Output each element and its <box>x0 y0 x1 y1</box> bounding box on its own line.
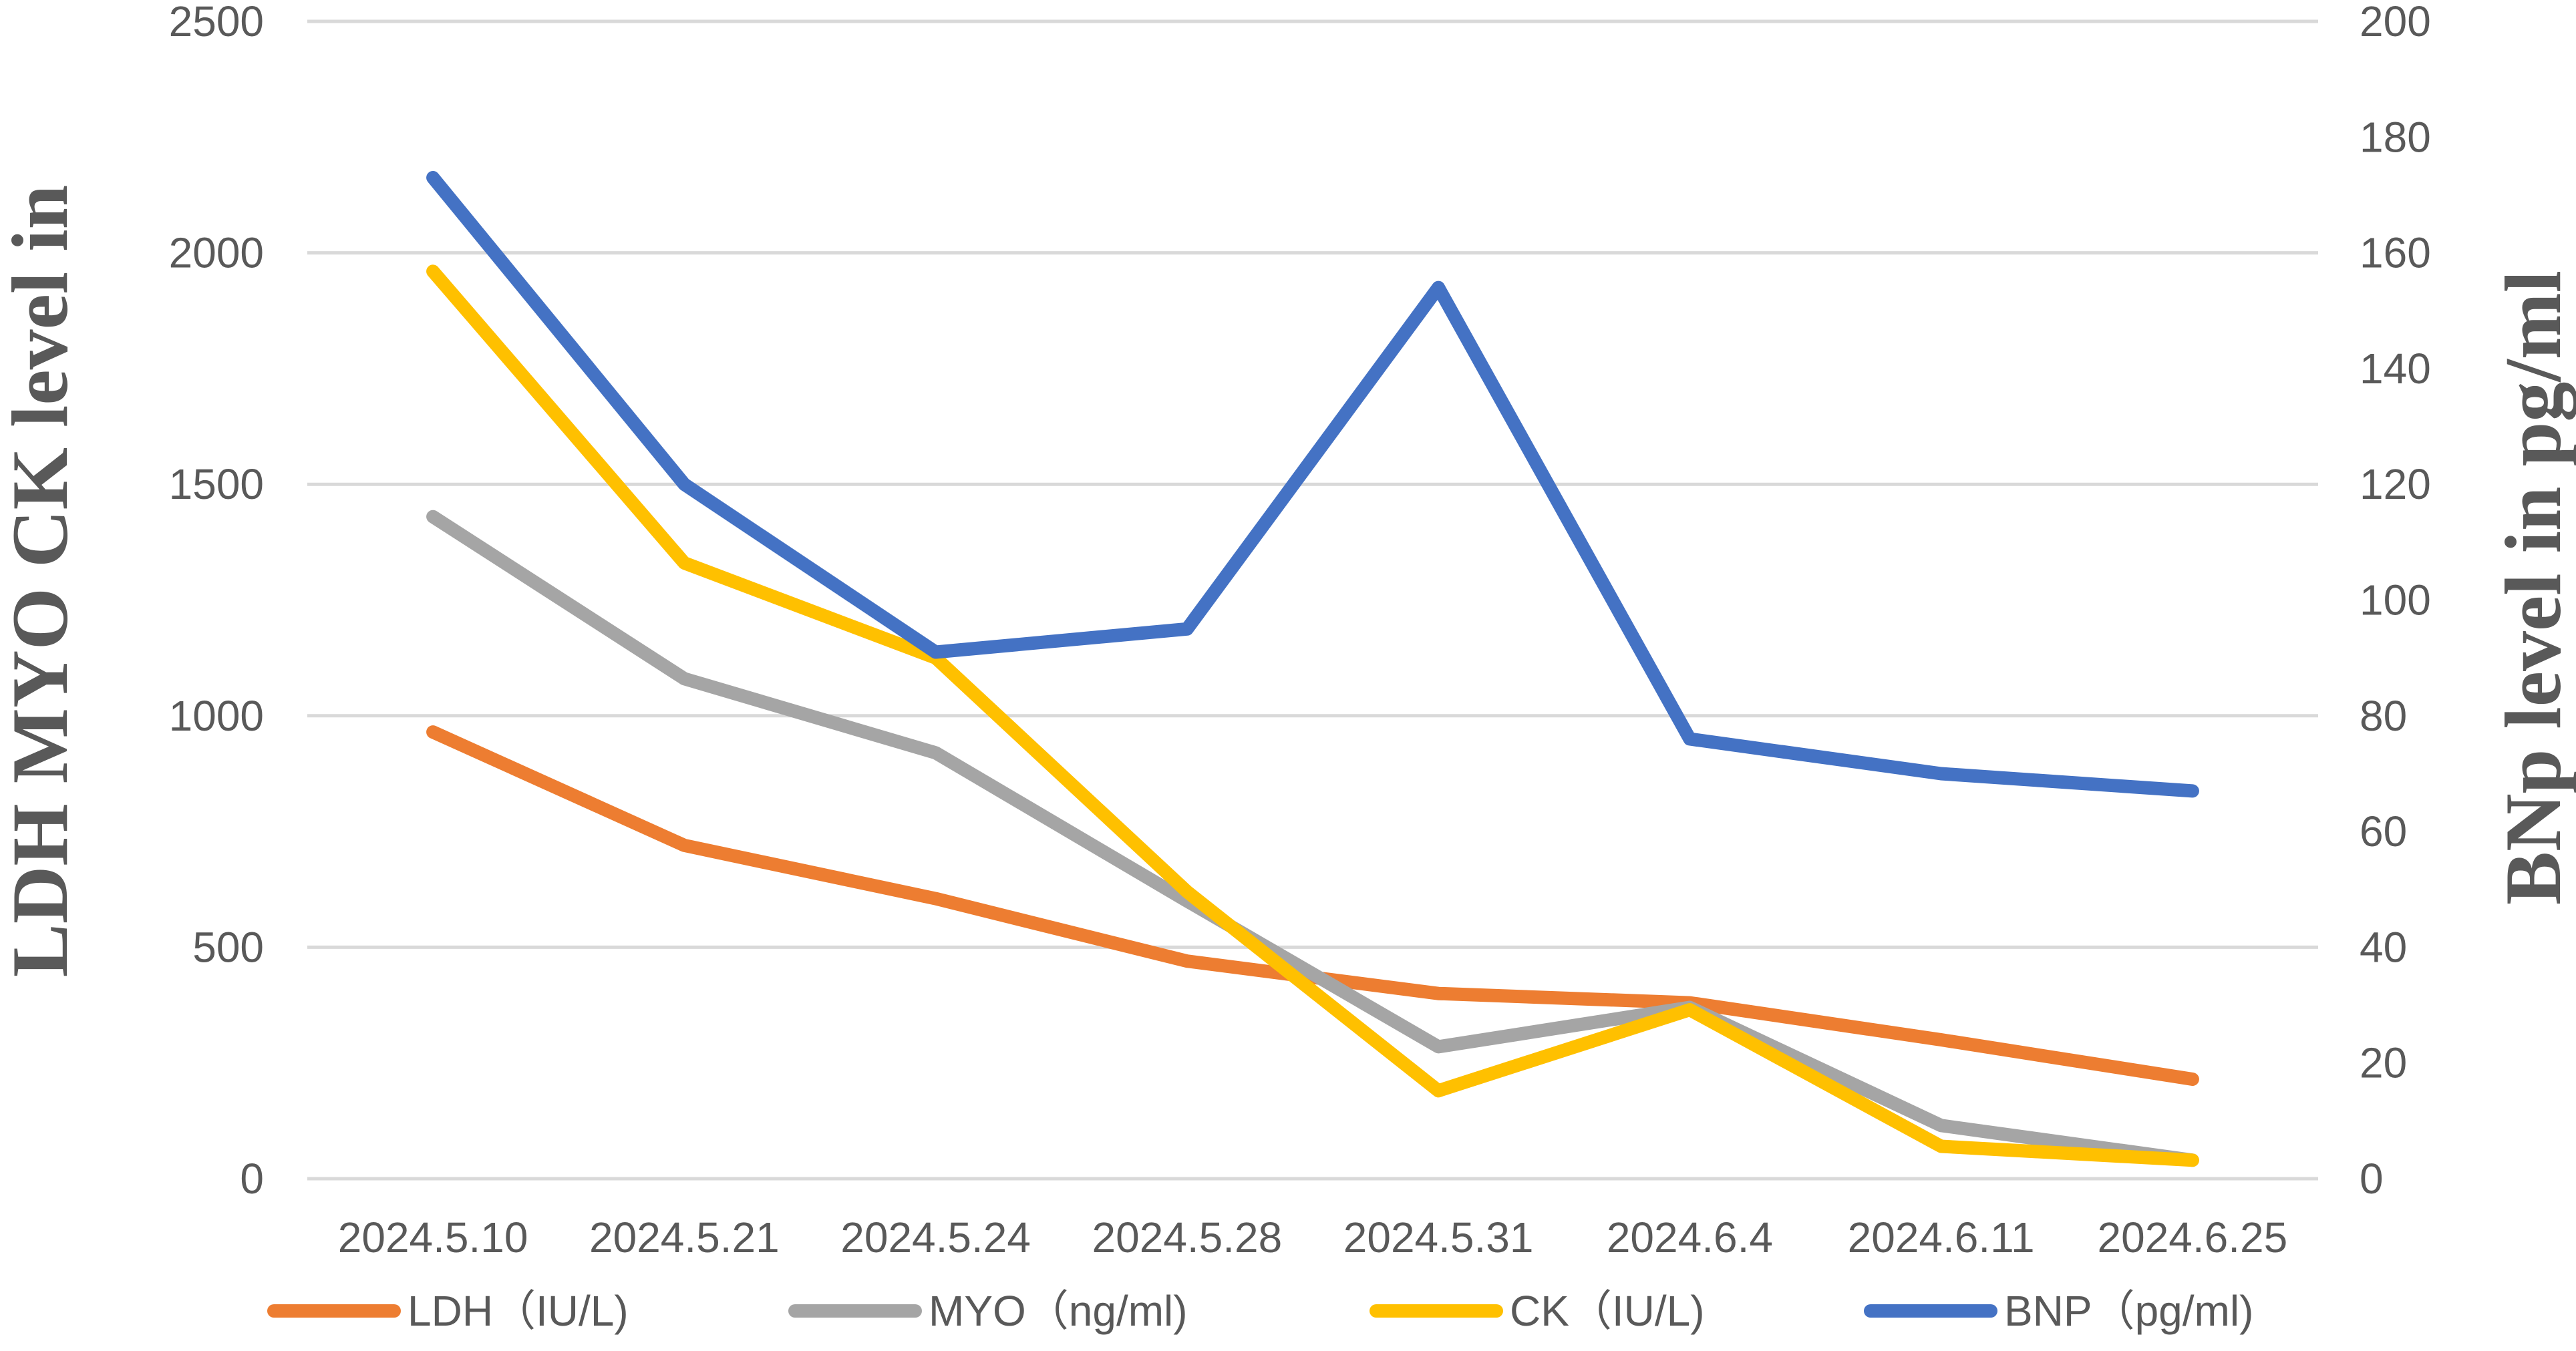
series-line <box>426 725 2199 1086</box>
x-tick-label: 2024.5.24 <box>840 1213 1031 1262</box>
left-tick-label: 0 <box>240 1155 264 1203</box>
series-line <box>426 264 2199 1167</box>
x-axis-ticks: 2024.5.10 2024.5.21 2024.5.24 2024.5.28 2024… <box>338 1213 2287 1262</box>
left-tick-label: 2000 <box>169 229 264 277</box>
right-tick-label: 40 <box>2360 923 2407 971</box>
left-axis-title: LDH MYO CK level in <box>0 185 84 978</box>
right-axis-title: BNp level in pg/ml <box>2488 270 2576 905</box>
left-tick-label: 1500 <box>169 460 264 508</box>
series-line <box>426 171 2199 798</box>
legend: LDH（IU/L) MYO（ng/ml) CK（IU/L) BNP（pg/ml) <box>267 1287 2253 1335</box>
series-line <box>426 510 2199 1167</box>
left-tick-label: 2500 <box>169 0 264 45</box>
x-tick-label: 2024.6.25 <box>2098 1213 2288 1262</box>
right-tick-label: 180 <box>2360 113 2431 161</box>
x-tick-label: 2024.5.10 <box>338 1213 528 1262</box>
left-tick-label: 1000 <box>169 692 264 740</box>
right-tick-label: 100 <box>2360 576 2431 624</box>
right-tick-label: 140 <box>2360 345 2431 393</box>
legend-label: MYO（ng/ml) <box>929 1287 1188 1335</box>
series-lines <box>426 171 2199 1167</box>
right-tick-label: 160 <box>2360 229 2431 277</box>
right-tick-label: 80 <box>2360 692 2407 740</box>
right-tick-label: 60 <box>2360 807 2407 855</box>
x-tick-label: 2024.6.4 <box>1607 1213 1773 1262</box>
left-tick-label: 500 <box>192 923 264 971</box>
right-tick-label: 0 <box>2360 1155 2384 1203</box>
legend-label: BNP（pg/ml) <box>2004 1287 2253 1335</box>
right-tick-label: 120 <box>2360 460 2431 508</box>
x-tick-label: 2024.5.31 <box>1343 1213 1534 1262</box>
right-tick-label: 200 <box>2360 0 2431 45</box>
right-tick-label: 20 <box>2360 1039 2407 1087</box>
x-tick-label: 2024.5.21 <box>589 1213 780 1262</box>
right-axis-ticks: 0 20 40 60 80 100 120 140 160 180 200 <box>2360 0 2431 1203</box>
legend-label: CK（IU/L) <box>1510 1287 1705 1335</box>
gridlines <box>307 19 2318 1181</box>
left-axis-ticks: 0 500 1000 1500 2000 2500 <box>169 0 264 1203</box>
legend-label: LDH（IU/L) <box>408 1287 629 1335</box>
x-tick-label: 2024.5.28 <box>1092 1213 1283 1262</box>
x-tick-label: 2024.6.11 <box>1848 1213 2035 1262</box>
